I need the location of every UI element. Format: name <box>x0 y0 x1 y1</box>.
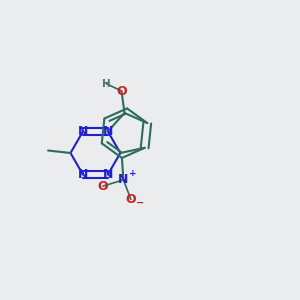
Text: N: N <box>78 125 88 138</box>
Text: N: N <box>118 173 129 186</box>
Text: O: O <box>98 180 108 193</box>
Text: N: N <box>103 168 113 181</box>
Text: +: + <box>129 169 136 178</box>
Text: O: O <box>116 85 127 98</box>
Text: O: O <box>126 193 136 206</box>
Text: −: − <box>136 198 145 208</box>
Text: H: H <box>102 79 110 88</box>
Text: N: N <box>78 168 88 181</box>
Text: N: N <box>103 125 113 138</box>
